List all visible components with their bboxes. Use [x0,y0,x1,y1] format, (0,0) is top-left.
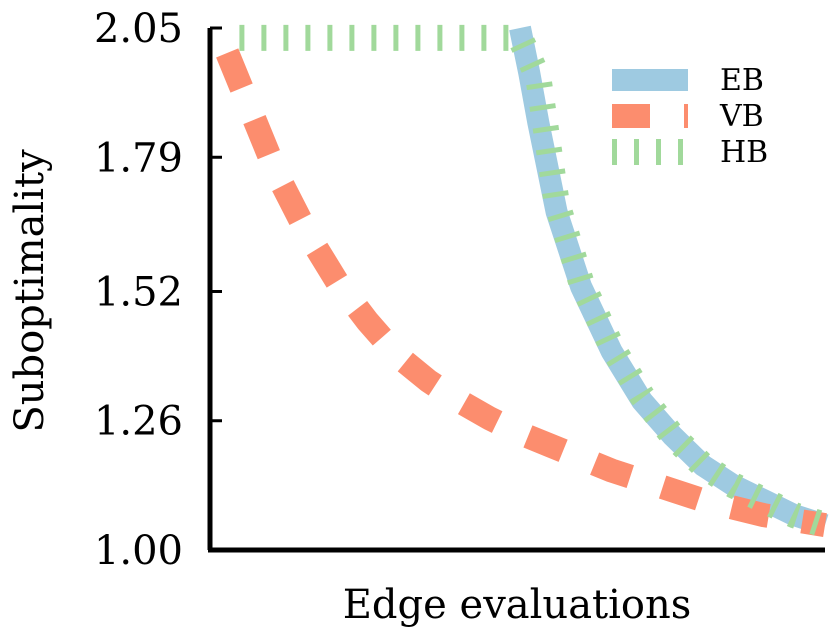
y-tick-label: 1.79 [94,135,183,181]
y-axis-title: Suboptimality [7,149,53,433]
legend-label-vb: VB [719,99,764,134]
legend-label-eb: EB [720,63,764,98]
y-tick-label: 1.52 [94,269,183,315]
y-tick-layer: 1.00 1.26 1.52 1.79 2.05 [94,6,222,574]
y-tick-label: 2.05 [94,6,183,52]
x-axis-title: Edge evaluations [343,582,692,628]
series-layer [216,24,830,538]
y-tick-label: 1.26 [94,399,183,445]
y-tick-label: 1.00 [94,528,183,574]
legend-label-hb: HB [720,135,768,170]
series-line-eb [509,25,829,536]
